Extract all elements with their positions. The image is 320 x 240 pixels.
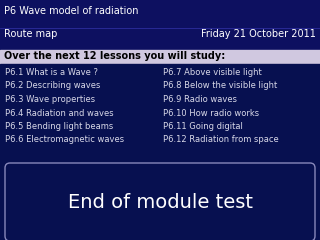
FancyBboxPatch shape xyxy=(5,163,315,240)
Text: Over the next 12 lessons you will study:: Over the next 12 lessons you will study: xyxy=(4,51,225,61)
Text: End of module test: End of module test xyxy=(68,192,252,211)
Text: P6.1 What is a Wave ?: P6.1 What is a Wave ? xyxy=(5,68,98,77)
Text: P6.11 Going digital: P6.11 Going digital xyxy=(163,122,243,131)
Bar xyxy=(0,64,320,154)
Text: P6.5 Bending light beams: P6.5 Bending light beams xyxy=(5,122,113,131)
Text: P6.7 Above visible light: P6.7 Above visible light xyxy=(163,68,262,77)
Text: P6.4 Radiation and waves: P6.4 Radiation and waves xyxy=(5,108,114,118)
Text: P6 Wave model of radiation: P6 Wave model of radiation xyxy=(4,6,139,16)
Bar xyxy=(0,164,320,240)
Text: P6.10 How radio works: P6.10 How radio works xyxy=(163,108,259,118)
Text: P6.3 Wave properties: P6.3 Wave properties xyxy=(5,95,95,104)
Text: P6.8 Below the visible light: P6.8 Below the visible light xyxy=(163,82,277,90)
Bar xyxy=(0,50,320,64)
Text: P6.12 Radiation from space: P6.12 Radiation from space xyxy=(163,136,279,144)
Bar xyxy=(0,154,320,164)
Text: P6.2 Describing waves: P6.2 Describing waves xyxy=(5,82,100,90)
Text: P6.9 Radio waves: P6.9 Radio waves xyxy=(163,95,237,104)
Text: P6.6 Electromagnetic waves: P6.6 Electromagnetic waves xyxy=(5,136,124,144)
Bar xyxy=(0,0,320,50)
Text: Route map: Route map xyxy=(4,29,57,39)
Text: Friday 21 October 2011: Friday 21 October 2011 xyxy=(201,29,316,39)
